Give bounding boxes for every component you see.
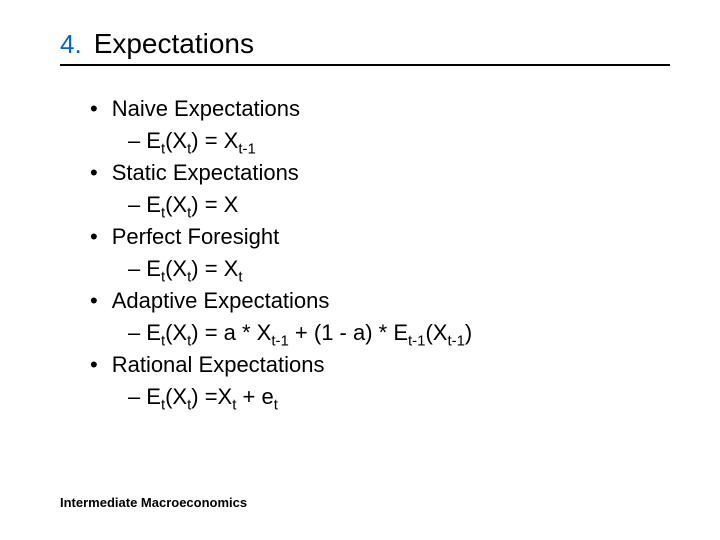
- list-subitem: – Et(Xt) = X: [90, 190, 670, 220]
- dash-icon: –: [128, 126, 140, 156]
- title-text: Expectations: [94, 28, 254, 60]
- item-label: Naive Expectations: [112, 94, 300, 124]
- list-item: • Static Expectations: [90, 158, 670, 188]
- dash-icon: –: [128, 318, 140, 348]
- bullet-icon: •: [90, 350, 98, 380]
- item-formula: Et(Xt) = Xt: [146, 254, 242, 284]
- item-label: Perfect Foresight: [112, 222, 280, 252]
- item-label: Static Expectations: [112, 158, 299, 188]
- dash-icon: –: [128, 254, 140, 284]
- list-item: • Naive Expectations: [90, 94, 670, 124]
- list-subitem: – Et(Xt) = Xt-1: [90, 126, 670, 156]
- item-label: Adaptive Expectations: [112, 286, 330, 316]
- content-list: • Naive Expectations – Et(Xt) = Xt-1 • S…: [60, 94, 670, 412]
- item-formula: Et(Xt) = Xt-1: [146, 126, 256, 156]
- slide-container: 4. Expectations • Naive Expectations – E…: [0, 0, 720, 412]
- dash-icon: –: [128, 382, 140, 412]
- list-subitem: – Et(Xt) = a * Xt-1 + (1 - a) * Et-1(Xt-…: [90, 318, 670, 348]
- bullet-icon: •: [90, 222, 98, 252]
- list-subitem: – Et(Xt) =Xt + et: [90, 382, 670, 412]
- slide-footer: Intermediate Macroeconomics: [60, 495, 247, 510]
- title-number: 4.: [60, 29, 82, 60]
- item-formula: Et(Xt) = X: [146, 190, 238, 220]
- slide-title: 4. Expectations: [60, 28, 670, 66]
- list-item: • Perfect Foresight: [90, 222, 670, 252]
- list-item: • Adaptive Expectations: [90, 286, 670, 316]
- item-formula: Et(Xt) = a * Xt-1 + (1 - a) * Et-1(Xt-1): [146, 318, 472, 348]
- item-label: Rational Expectations: [112, 350, 325, 380]
- bullet-icon: •: [90, 286, 98, 316]
- bullet-icon: •: [90, 158, 98, 188]
- list-subitem: – Et(Xt) = Xt: [90, 254, 670, 284]
- item-formula: Et(Xt) =Xt + et: [146, 382, 278, 412]
- bullet-icon: •: [90, 94, 98, 124]
- list-item: • Rational Expectations: [90, 350, 670, 380]
- dash-icon: –: [128, 190, 140, 220]
